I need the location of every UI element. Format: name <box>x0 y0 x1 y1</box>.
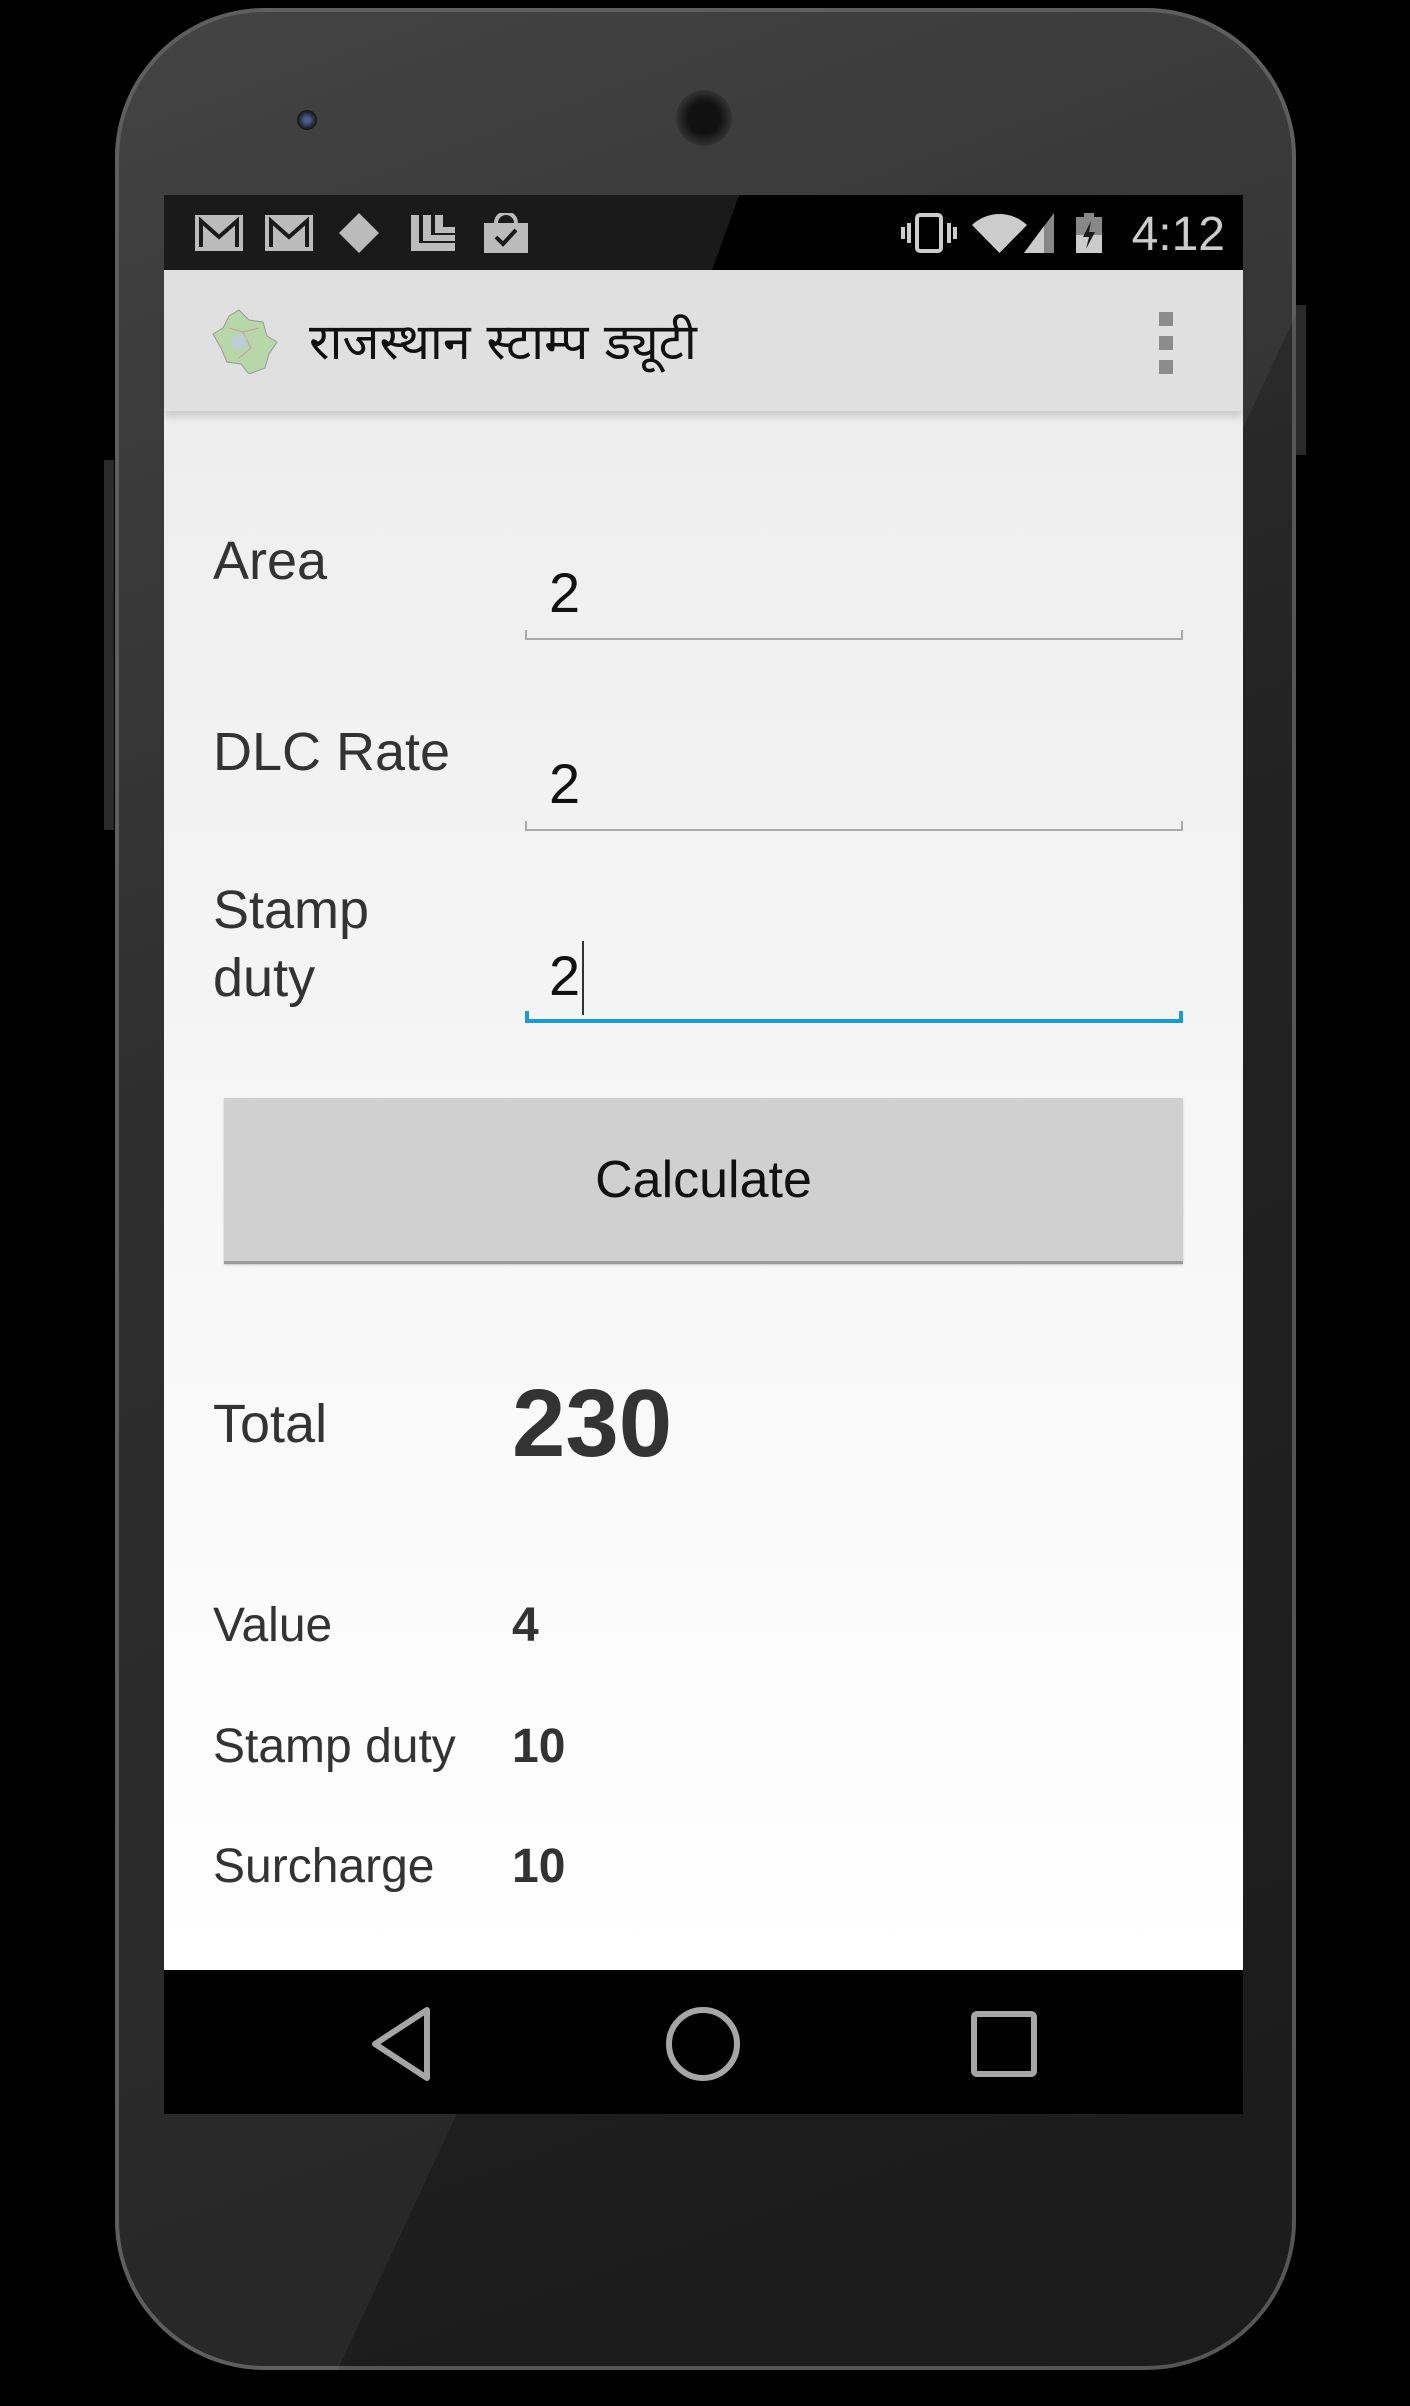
underline-tick <box>1181 630 1183 640</box>
underline-tick <box>525 630 527 640</box>
shopping-bag-check-icon <box>484 213 528 253</box>
surcharge-amount: 10 <box>512 1840 566 1893</box>
home-icon[interactable] <box>664 2006 742 2082</box>
area-value: 2 <box>549 561 581 624</box>
status-bar: 4:12 <box>164 195 1243 270</box>
input-underline <box>525 829 1183 831</box>
vibrate-icon <box>901 213 957 253</box>
stamp-duty-value: 2 <box>549 944 581 1007</box>
stamp-duty-label-line1: Stamp <box>213 880 370 940</box>
action-bar: राजस्थान स्टाम्प ड्यूटी <box>164 270 1243 411</box>
underline-tick <box>1179 1011 1183 1023</box>
input-underline <box>525 638 1183 640</box>
earpiece-speaker <box>676 90 732 146</box>
battery-charging-icon <box>1076 213 1102 253</box>
text-cursor <box>582 941 584 1015</box>
recents-icon[interactable] <box>970 2010 1038 2078</box>
rajasthan-map-icon[interactable] <box>209 308 279 374</box>
stamp-duty-amount: 10 <box>512 1720 566 1773</box>
underline-tick <box>1181 821 1183 831</box>
stack-icon <box>411 215 455 251</box>
more-vert-icon[interactable] <box>1159 312 1173 384</box>
total-label: Total <box>213 1394 328 1454</box>
underline-tick <box>525 1011 529 1023</box>
total-value: 230 <box>512 1370 673 1477</box>
dlc-rate-value: 2 <box>549 752 581 815</box>
app-title: राजस्थान स्टाम्प ड्यूटी <box>309 313 697 371</box>
status-time: 4:12 <box>1131 208 1225 261</box>
underline-tick <box>525 821 527 831</box>
stamp-duty-input[interactable]: 2 <box>525 933 1183 1023</box>
stamp-duty-result-label: Stamp duty <box>213 1720 456 1773</box>
power-button <box>1296 305 1306 455</box>
value-label: Value <box>213 1599 333 1652</box>
gmail-icon <box>265 215 313 251</box>
calculate-button[interactable]: Calculate <box>224 1098 1183 1264</box>
volume-button <box>104 460 114 830</box>
stamp-duty-label-line2: duty <box>213 948 316 1008</box>
dlc-rate-label: DLC Rate <box>213 722 451 782</box>
input-underline <box>525 1019 1183 1023</box>
dlc-rate-input[interactable]: 2 <box>525 741 1183 831</box>
stamp-duty-label: Stamp duty <box>213 876 369 1012</box>
back-icon[interactable] <box>367 2006 437 2082</box>
surcharge-label: Surcharge <box>213 1840 435 1893</box>
area-input[interactable]: 2 <box>525 550 1183 640</box>
pinwheel-icon <box>339 213 379 253</box>
front-camera <box>297 110 317 130</box>
gmail-icon <box>195 215 243 251</box>
area-label: Area <box>213 531 328 591</box>
screen: 4:12 राजस्थान स्टाम्प ड्यूटी Area 2 DLC … <box>164 195 1243 2114</box>
signal-icon <box>1024 213 1054 253</box>
value-amount: 4 <box>512 1599 539 1652</box>
wifi-icon <box>972 214 1027 253</box>
navigation-bar <box>164 1970 1243 2114</box>
calculator-form: Area 2 DLC Rate 2 Stamp duty 2 Calculate… <box>164 411 1243 1970</box>
